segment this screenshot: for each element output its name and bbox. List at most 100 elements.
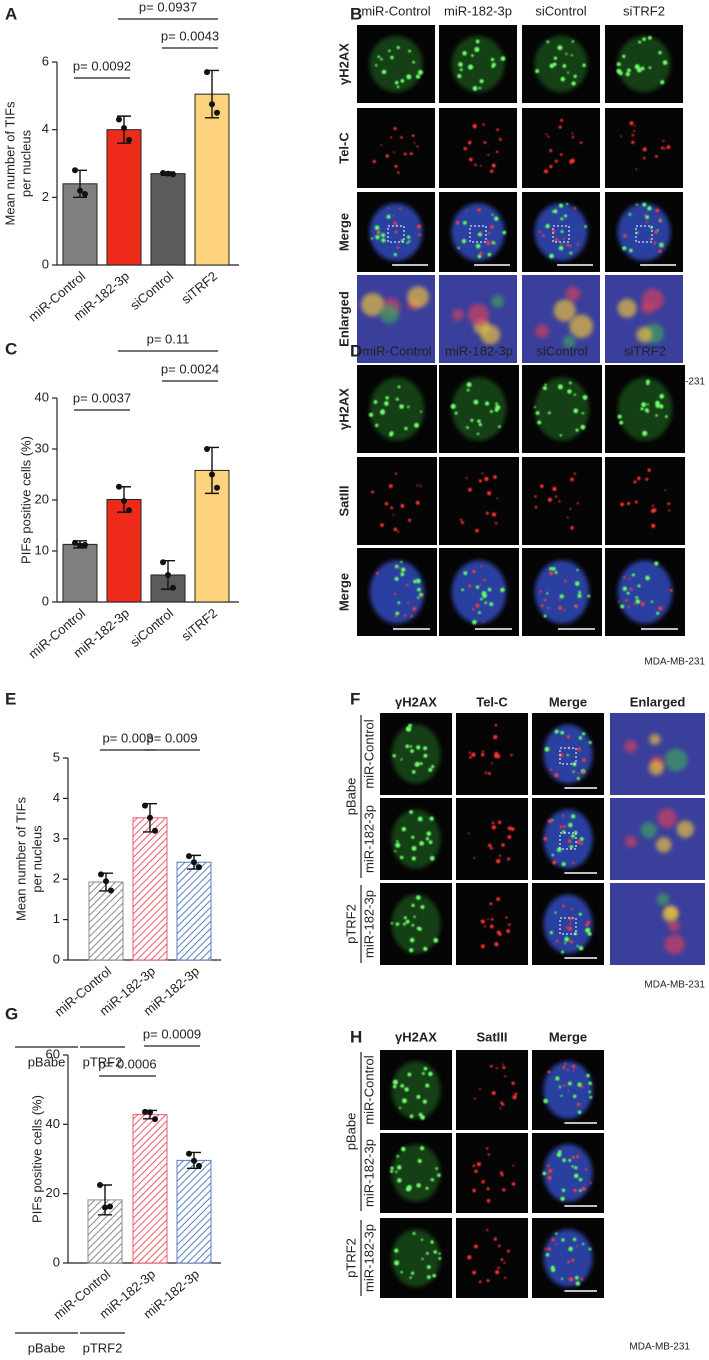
focus <box>494 216 499 221</box>
focus <box>468 64 474 70</box>
focus <box>489 409 493 413</box>
focus <box>468 487 472 492</box>
focus <box>625 71 630 77</box>
focus <box>512 1094 517 1100</box>
focus <box>586 1073 590 1078</box>
focus <box>648 36 652 40</box>
data-point <box>72 167 78 174</box>
focus <box>572 770 575 773</box>
focus <box>570 907 573 910</box>
focus <box>422 1099 427 1104</box>
focus <box>429 816 434 821</box>
focus <box>566 1069 569 1072</box>
focus <box>561 1188 566 1193</box>
nucleus <box>543 1229 593 1287</box>
focus <box>571 1165 574 1168</box>
focus <box>394 614 397 618</box>
enlarged-focus <box>379 304 399 324</box>
focus <box>400 855 404 860</box>
focus <box>401 1098 407 1104</box>
focus <box>617 414 622 419</box>
focus <box>475 528 479 533</box>
focus <box>582 63 586 68</box>
focus <box>651 523 656 529</box>
p-value: p= 0.009 <box>147 730 198 745</box>
focus <box>394 592 397 595</box>
focus <box>411 770 416 774</box>
focus <box>554 571 558 575</box>
focus <box>501 843 505 847</box>
enlarged-focus <box>641 288 664 311</box>
focus <box>465 210 468 212</box>
focus <box>547 135 550 138</box>
focus <box>544 747 549 752</box>
focus <box>633 125 636 127</box>
focus <box>572 1237 577 1242</box>
focus <box>420 905 425 910</box>
enlarged-focus <box>655 837 672 853</box>
focus <box>642 430 648 436</box>
focus <box>472 619 477 625</box>
y-tick-label: 2 <box>53 871 60 886</box>
focus <box>576 777 580 781</box>
focus <box>569 922 572 925</box>
focus <box>560 230 564 234</box>
focus <box>435 1167 439 1170</box>
focus <box>647 206 652 211</box>
focus <box>574 830 578 835</box>
focus <box>416 1094 421 1099</box>
focus <box>647 468 651 472</box>
focus <box>414 761 420 767</box>
focus <box>478 611 481 614</box>
focus <box>478 86 482 90</box>
focus <box>562 904 565 908</box>
column-header: siTRF2 <box>623 3 665 18</box>
p-value: p= 0.0937 <box>139 0 197 14</box>
focus <box>394 164 398 168</box>
focus <box>570 54 573 57</box>
zoom-box <box>469 225 487 243</box>
focus <box>375 423 379 428</box>
focus <box>400 560 403 564</box>
focus <box>567 1260 570 1264</box>
focus <box>483 925 487 928</box>
focus <box>410 1271 415 1275</box>
column-header: miR-182-3p <box>445 343 513 358</box>
x-tick-label: siTRF2 <box>178 268 220 306</box>
enlarged-focus <box>657 808 677 828</box>
focus <box>567 389 572 394</box>
focus <box>568 839 572 843</box>
focus <box>397 601 401 605</box>
focus <box>659 404 664 409</box>
focus <box>406 74 412 80</box>
focus <box>426 1265 431 1269</box>
focus <box>395 223 398 226</box>
focus <box>431 765 435 769</box>
y-axis-label: PIFs positive cells (%) <box>29 1095 44 1223</box>
enlarged-focus <box>480 324 501 345</box>
focus <box>558 125 562 129</box>
focus <box>491 213 494 216</box>
focus <box>620 502 625 507</box>
focus <box>620 135 622 138</box>
focus <box>476 1162 481 1167</box>
focus <box>458 62 463 67</box>
focus <box>490 225 494 229</box>
focus <box>486 1187 490 1191</box>
focus <box>480 597 483 601</box>
data-point <box>160 559 166 566</box>
focus <box>571 834 575 838</box>
focus <box>564 1062 567 1065</box>
focus <box>658 606 663 611</box>
focus <box>423 1066 428 1071</box>
focus <box>579 141 583 144</box>
focus <box>575 1281 581 1286</box>
focus <box>564 579 567 583</box>
focus <box>547 1164 550 1168</box>
y-tick-label: 40 <box>46 1116 60 1131</box>
row-label: miR-182-3p <box>361 1224 376 1292</box>
focus <box>568 926 572 931</box>
group-label: pBabe <box>28 1340 66 1355</box>
focus <box>549 930 554 935</box>
enlarged-focus <box>535 324 550 339</box>
